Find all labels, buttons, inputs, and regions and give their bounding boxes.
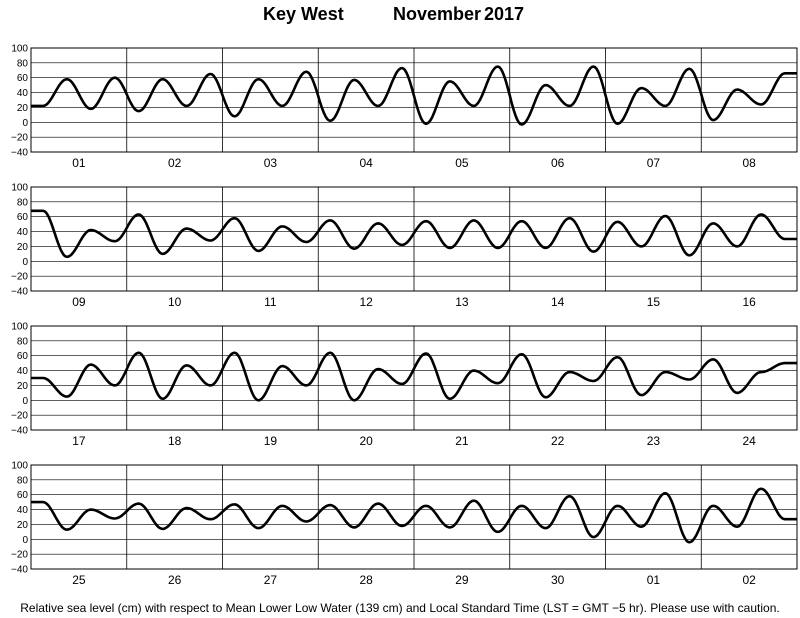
day-label: 20	[359, 434, 373, 448]
day-label: 09	[72, 295, 86, 309]
y-tick-label: −20	[11, 550, 28, 561]
day-label: 02	[742, 573, 756, 587]
day-label: 24	[742, 434, 756, 448]
y-tick-label: −20	[11, 133, 28, 144]
day-label: 30	[551, 573, 565, 587]
day-label: 18	[168, 434, 182, 448]
y-tick-label: 80	[17, 475, 29, 486]
y-tick-label: −40	[11, 287, 28, 298]
y-tick-label: 80	[17, 336, 29, 347]
day-label: 04	[359, 156, 373, 170]
y-tick-label: 0	[22, 535, 28, 546]
y-tick-label: 0	[22, 118, 28, 129]
day-label: 02	[168, 156, 182, 170]
day-label: 17	[72, 434, 86, 448]
day-label: 25	[72, 573, 86, 587]
plot-frame	[30, 464, 798, 570]
day-label: 22	[551, 434, 565, 448]
day-label: 01	[647, 573, 661, 587]
y-tick-label: −40	[11, 426, 28, 437]
day-label: 16	[742, 295, 756, 309]
day-label: 29	[455, 573, 469, 587]
y-tick-label: −20	[11, 411, 28, 422]
tide-curve	[31, 209, 797, 259]
y-tick-label: 100	[11, 461, 28, 472]
y-tick-label: 20	[17, 520, 29, 531]
tide-curve	[31, 65, 797, 126]
y-tick-label: 100	[11, 322, 28, 333]
day-label: 23	[647, 434, 661, 448]
y-tick-label: −40	[11, 148, 28, 159]
y-tick-label: 40	[17, 88, 29, 99]
day-label: 07	[647, 156, 661, 170]
day-label: 27	[264, 573, 278, 587]
y-tick-label: 40	[17, 366, 29, 377]
chart-title: Key West November 2017	[0, 4, 800, 26]
y-tick-label: 80	[17, 197, 29, 208]
tide-curve	[31, 487, 797, 544]
day-label: 28	[359, 573, 373, 587]
day-label: 15	[647, 295, 661, 309]
day-label: 01	[72, 156, 86, 170]
footnote: Relative sea level (cm) with respect to …	[20, 601, 780, 615]
plot-frame	[30, 47, 798, 153]
y-tick-label: 40	[17, 227, 29, 238]
y-tick-label: 60	[17, 351, 29, 362]
y-tick-label: 0	[22, 257, 28, 268]
day-label: 06	[551, 156, 565, 170]
title-year: 2017	[484, 4, 525, 24]
y-tick-label: 20	[17, 103, 29, 114]
y-tick-label: 20	[17, 381, 29, 392]
y-tick-label: 60	[17, 212, 29, 223]
day-label: 05	[455, 156, 469, 170]
y-tick-label: 0	[22, 396, 28, 407]
day-label: 11	[264, 295, 277, 309]
day-label: 21	[455, 434, 469, 448]
y-tick-label: 100	[11, 183, 28, 194]
day-label: 14	[551, 295, 565, 309]
y-tick-label: 60	[17, 73, 29, 84]
title-location: Key West	[263, 4, 344, 24]
tide-curve	[31, 351, 797, 402]
y-tick-label: 60	[17, 490, 29, 501]
day-label: 10	[168, 295, 182, 309]
y-tick-label: 20	[17, 242, 29, 253]
day-label: 26	[168, 573, 182, 587]
y-tick-label: 40	[17, 505, 29, 516]
y-tick-label: 80	[17, 58, 29, 69]
y-tick-label: −20	[11, 272, 28, 283]
day-label: 13	[455, 295, 469, 309]
y-tick-label: 100	[11, 44, 28, 55]
day-label: 19	[264, 434, 278, 448]
title-month: November	[393, 4, 482, 24]
y-tick-label: −40	[11, 565, 28, 576]
day-label: 03	[264, 156, 278, 170]
day-label: 08	[742, 156, 756, 170]
day-label: 12	[359, 295, 373, 309]
